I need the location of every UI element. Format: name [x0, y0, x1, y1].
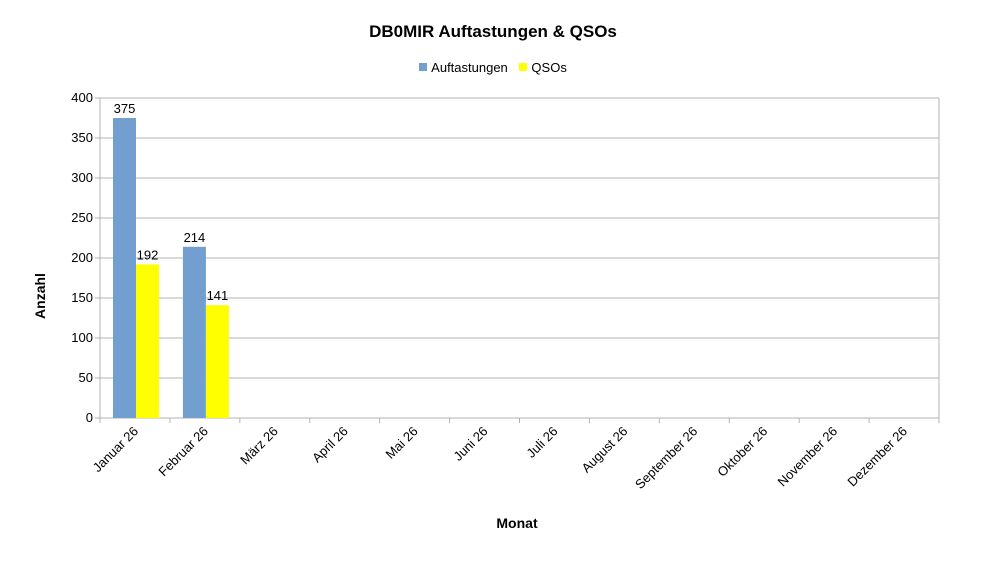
y-tick-label: 0: [86, 410, 93, 425]
legend-item-qsos: QSOs: [519, 59, 567, 75]
y-tick-label: 100: [71, 330, 93, 345]
legend-label-auftastungen: Auftastungen: [431, 59, 508, 75]
x-tick-label: September 26: [632, 424, 700, 492]
x-tick-label: April 26: [309, 424, 351, 466]
x-tick-label: Februar 26: [155, 424, 211, 480]
x-tick-label: Oktober 26: [714, 424, 770, 480]
legend-swatch-qsos: [519, 63, 528, 71]
x-tick-label: November 26: [774, 424, 840, 490]
x-tick-label: Dezember 26: [844, 424, 910, 490]
x-tick-label: August 26: [578, 424, 630, 476]
y-tick-label: 200: [71, 250, 93, 265]
x-tick-label: Januar 26: [90, 424, 141, 475]
bar: [182, 246, 206, 418]
data-label: 141: [207, 288, 229, 303]
bar: [205, 305, 229, 418]
legend-label-qsos: QSOs: [531, 59, 567, 75]
y-tick-label: 150: [71, 290, 93, 305]
legend-item-auftastungen: Auftastungen: [419, 60, 508, 75]
bar: [113, 118, 136, 418]
data-label: 192: [137, 247, 159, 262]
data-label: 375: [114, 101, 136, 116]
chart-title: DB0MIR Auftastungen & QSOs: [369, 22, 617, 41]
x-axis-label: Monat: [496, 515, 538, 531]
legend-swatch-auftastungen: [419, 63, 428, 71]
x-tick-label: Juli 26: [523, 424, 560, 461]
bar: [136, 264, 159, 418]
legend: Auftastungen QSOs: [0, 59, 986, 75]
y-tick-label: 50: [79, 370, 93, 385]
y-tick-label: 400: [71, 90, 93, 105]
x-tick-label: Juni 26: [450, 424, 490, 464]
y-tick-label: 350: [71, 130, 93, 145]
x-tick-label: März 26: [237, 424, 281, 468]
x-tick-label: Mai 26: [383, 424, 421, 462]
data-label: 214: [184, 230, 206, 245]
y-tick-label: 250: [71, 210, 93, 225]
y-tick-label: 300: [71, 170, 93, 185]
